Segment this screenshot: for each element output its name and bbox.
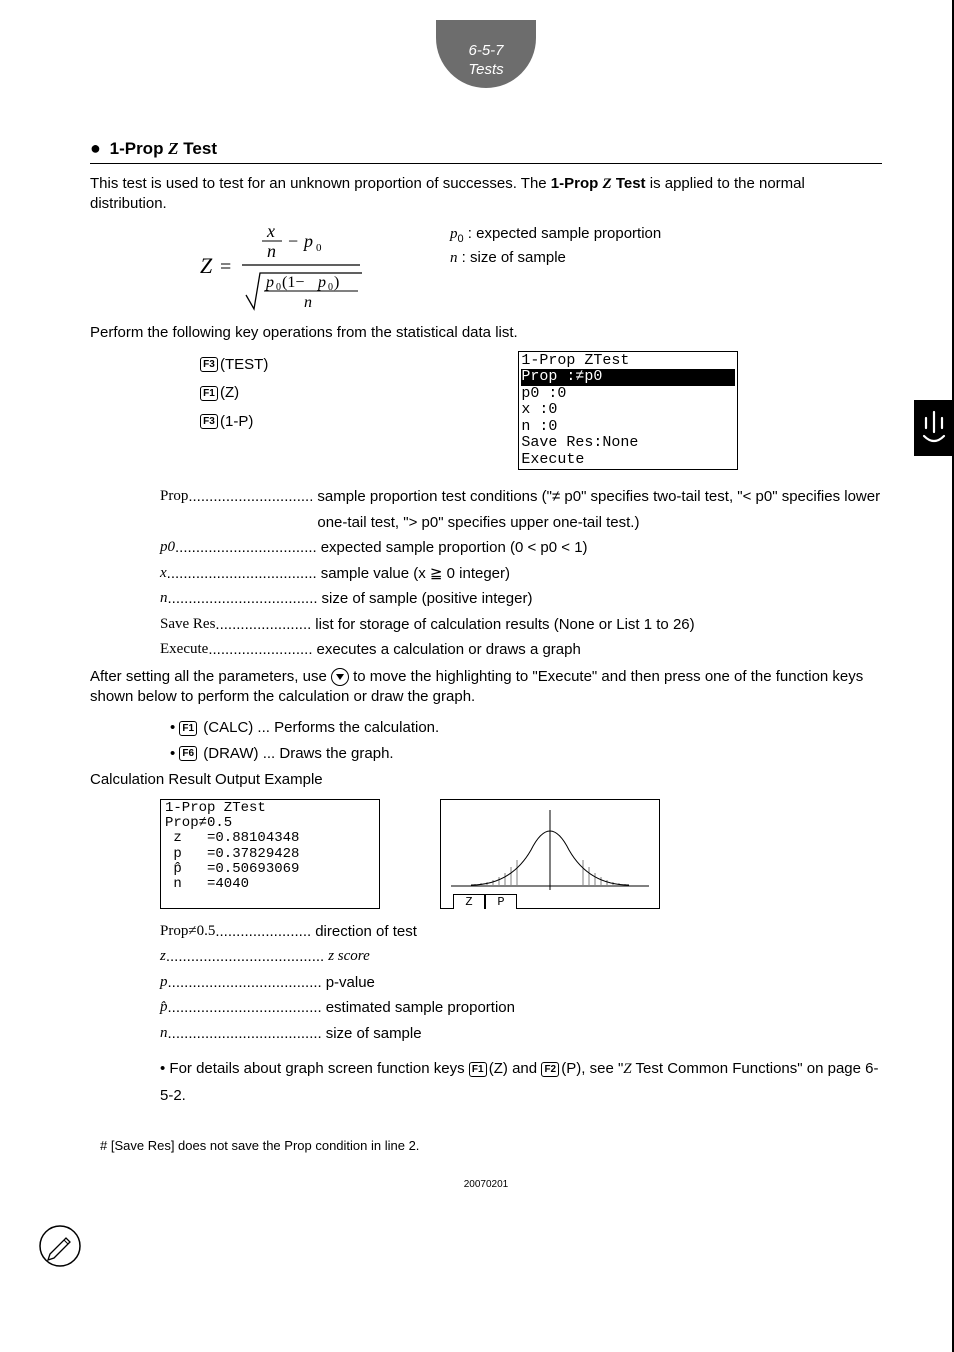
fkey-p: F2 [541, 1062, 559, 1077]
title-z: Z [168, 139, 178, 158]
svg-text:0: 0 [316, 242, 322, 254]
param-row: n....................................siz… [160, 586, 882, 612]
title-prefix: 1-Prop [110, 139, 169, 158]
result-row: p.....................................p-… [160, 970, 882, 996]
svg-text:0: 0 [328, 282, 333, 293]
result-row: z......................................z… [160, 944, 882, 970]
fkey-f3b: F3 [200, 414, 218, 429]
result-list: Prop≠0.5.......................direction… [160, 919, 882, 1047]
svg-text:n: n [304, 294, 312, 311]
param-row: x....................................sam… [160, 561, 882, 587]
svg-text:n: n [267, 241, 276, 261]
fkey-f1: F1 [200, 386, 218, 401]
title-bullet: ● [90, 138, 101, 158]
header-line2: Tests [436, 61, 536, 80]
svg-text:x: x [266, 223, 275, 241]
svg-text:=: = [220, 256, 231, 278]
fkey-f3: F3 [200, 357, 218, 372]
result-row: n.....................................si… [160, 1021, 882, 1047]
after-paragraph: After setting all the parameters, use to… [90, 667, 882, 708]
header-line1: 6-5-7 [436, 42, 536, 61]
down-arrow-key [331, 668, 349, 686]
pencil-note-icon [38, 1224, 82, 1272]
graph-screen: Z P [440, 799, 660, 909]
exec-list: • F1(CALC) ... Performs the calculation.… [170, 715, 882, 766]
page-header-badge: 6-5-7 Tests [436, 20, 536, 88]
z-formula: Z = x n − p 0 p 0 (1− p 0 ) n [200, 223, 380, 317]
svg-text:−: − [288, 231, 298, 251]
param-row: Prop..............................sample… [160, 484, 882, 535]
perform-text: Perform the following key operations fro… [90, 323, 882, 343]
parameter-list: Prop..............................sample… [160, 484, 882, 663]
svg-text:p: p [317, 274, 326, 291]
svg-text:p: p [265, 274, 274, 291]
lcd-input-screen: 1-Prop ZTest Prop :≠p0 p0 :0 x :0 n :0 S… [518, 351, 738, 471]
graph-tab-z: Z [453, 894, 485, 909]
svg-text:): ) [334, 274, 339, 291]
page-number: 20070201 [90, 1179, 882, 1190]
param-row: Save Res.......................list for … [160, 612, 882, 638]
lcd-result-screen: 1-Prop ZTest Prop≠0.5 z =0.88104348 p =0… [160, 799, 380, 909]
svg-text:0: 0 [276, 282, 281, 293]
fkey-z: F1 [469, 1062, 487, 1077]
param-row: Execute.........................executes… [160, 637, 882, 663]
svg-text:p: p [302, 231, 313, 251]
intro-paragraph: This test is used to test for an unknown… [90, 174, 882, 215]
svg-text:Z: Z [200, 253, 213, 278]
key-operations: F3(TEST) F1(Z) F3(1-P) [200, 351, 268, 437]
title-suffix: Test [179, 139, 217, 158]
param-row: p0..................................expe… [160, 535, 882, 561]
section-title: ● 1-Prop Z Test [90, 138, 882, 164]
fkey-calc: F1 [179, 721, 197, 736]
fkey-draw: F6 [179, 746, 197, 761]
svg-text:(1−: (1− [282, 274, 304, 291]
details-note: • For details about graph screen functio… [160, 1056, 882, 1108]
calc-result-heading: Calculation Result Output Example [90, 770, 882, 790]
footnote: # [Save Res] does not save the Prop cond… [100, 1138, 882, 1153]
result-row: Prop≠0.5.......................direction… [160, 919, 882, 945]
variable-definitions: p0 : expected sample proportion n : size… [450, 223, 661, 269]
result-row: p̂.....................................e… [160, 995, 882, 1021]
graph-tab-p: P [485, 894, 517, 909]
